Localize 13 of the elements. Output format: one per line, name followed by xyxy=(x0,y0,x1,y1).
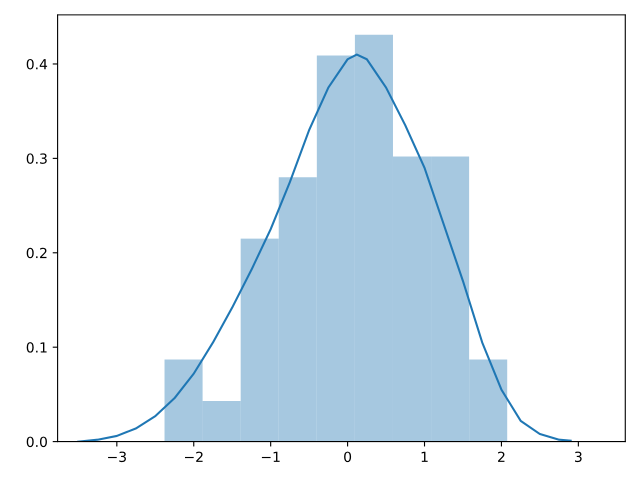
y-tick-label: 0.3 xyxy=(26,153,47,164)
y-tick-label: 0.4 xyxy=(26,58,48,70)
x-tick-label: −3 xyxy=(108,452,126,462)
y-tick-label: 0.0 xyxy=(26,436,47,448)
x-tick-label: −2 xyxy=(184,452,203,462)
x-tick-label: 2 xyxy=(498,452,504,462)
y-tick-label: 0.1 xyxy=(26,342,47,353)
x-tick-label: 1 xyxy=(422,452,428,462)
x-tick-label: 0 xyxy=(344,452,352,462)
x-tick-label: −1 xyxy=(262,452,280,462)
x-tick-label: 3 xyxy=(575,452,582,462)
line-series xyxy=(77,53,572,442)
y-tick-label: 0.2 xyxy=(26,248,46,258)
